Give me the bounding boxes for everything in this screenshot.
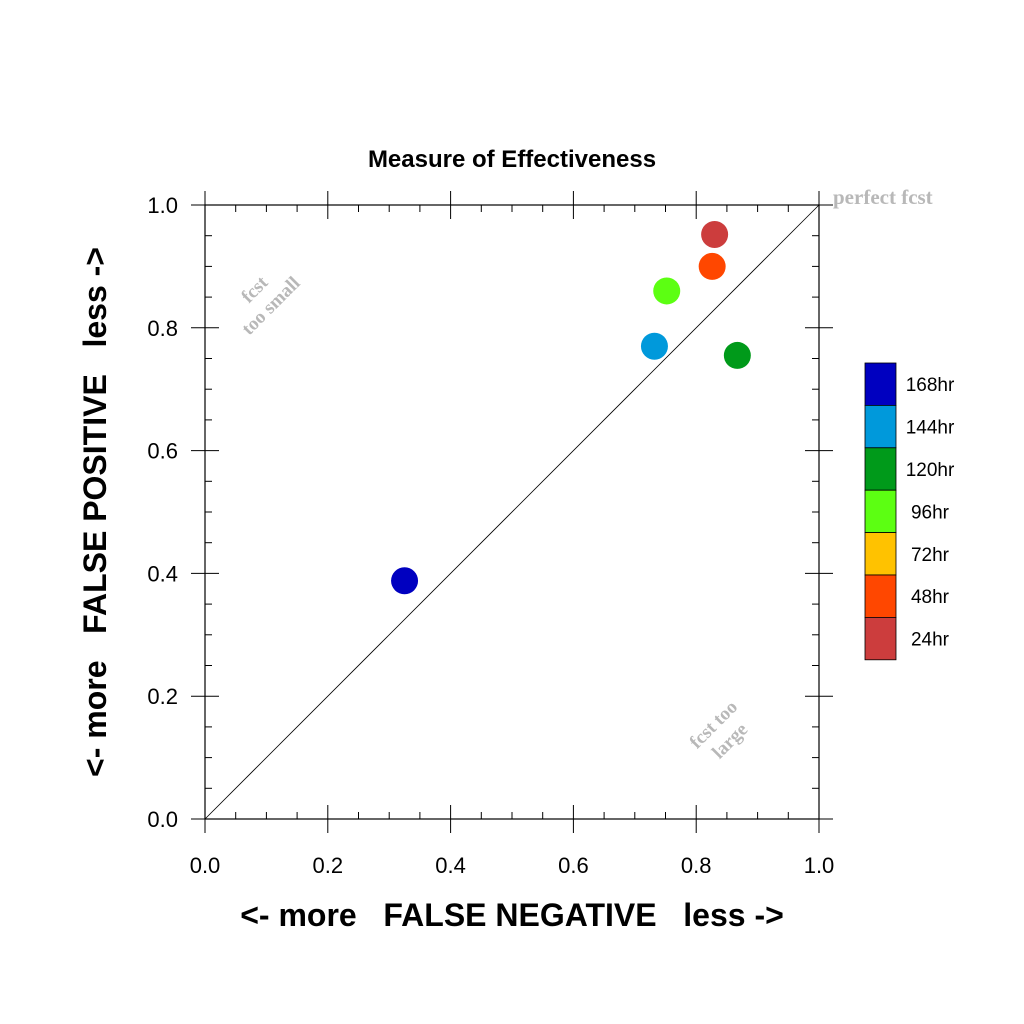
chart-title: Measure of Effectiveness (368, 146, 656, 173)
x-tick-labels: 0.0 0.2 0.4 0.6 0.8 1.0 (190, 853, 835, 878)
x-axis-title: <- more FALSE NEGATIVE less -> (240, 897, 784, 933)
x-tick-label: 0.2 (313, 853, 344, 878)
perfect-forecast-annotation: perfect fcst (833, 185, 933, 209)
legend-label-168hr: 168hr (906, 375, 955, 396)
axis-ticks (191, 191, 833, 833)
legend-label-96hr: 96hr (911, 502, 950, 523)
point-24hr (701, 220, 729, 248)
legend-label-144hr: 144hr (906, 418, 955, 439)
legend-swatch-144hr (864, 404, 897, 449)
x-tick-label: 1.0 (804, 853, 835, 878)
point-168hr (391, 567, 419, 595)
y-tick-label: 0.2 (147, 684, 178, 709)
diagonal-reference-line (204, 204, 820, 820)
y-tick-label: 0.0 (147, 807, 178, 832)
legend-swatch-96hr (864, 489, 897, 534)
y-tick-label: 1.0 (147, 193, 178, 218)
legend-swatch-120hr (864, 447, 897, 491)
y-axis-title: <- more FALSE POSITIVE less -> (77, 247, 113, 777)
point-144hr (640, 332, 668, 360)
y-tick-label: 0.4 (147, 561, 178, 586)
legend-swatch-168hr (864, 362, 897, 406)
y-tick-labels: 0.0 0.2 0.4 0.6 0.8 1.0 (147, 193, 178, 832)
legend-label-24hr: 24hr (911, 630, 950, 651)
x-tick-label: 0.0 (190, 853, 221, 878)
point-96hr (653, 277, 681, 305)
point-48hr (698, 252, 726, 280)
legend-swatch-72hr (864, 532, 897, 576)
legend-label-48hr: 48hr (911, 587, 950, 608)
legend-swatch-24hr (864, 617, 897, 661)
legend-label-120hr: 120hr (906, 460, 955, 481)
x-tick-label: 0.8 (681, 853, 712, 878)
point-120hr (723, 341, 751, 369)
x-tick-label: 0.4 (435, 853, 466, 878)
legend-swatch-48hr (864, 574, 897, 618)
data-points (391, 220, 751, 595)
legend: 168hr 144hr 120hr 96hr 72hr 48hr 24hr (864, 362, 955, 661)
y-tick-label: 0.6 (147, 439, 178, 464)
x-tick-label: 0.6 (558, 853, 589, 878)
y-tick-label: 0.8 (147, 316, 178, 341)
legend-label-72hr: 72hr (911, 545, 950, 566)
